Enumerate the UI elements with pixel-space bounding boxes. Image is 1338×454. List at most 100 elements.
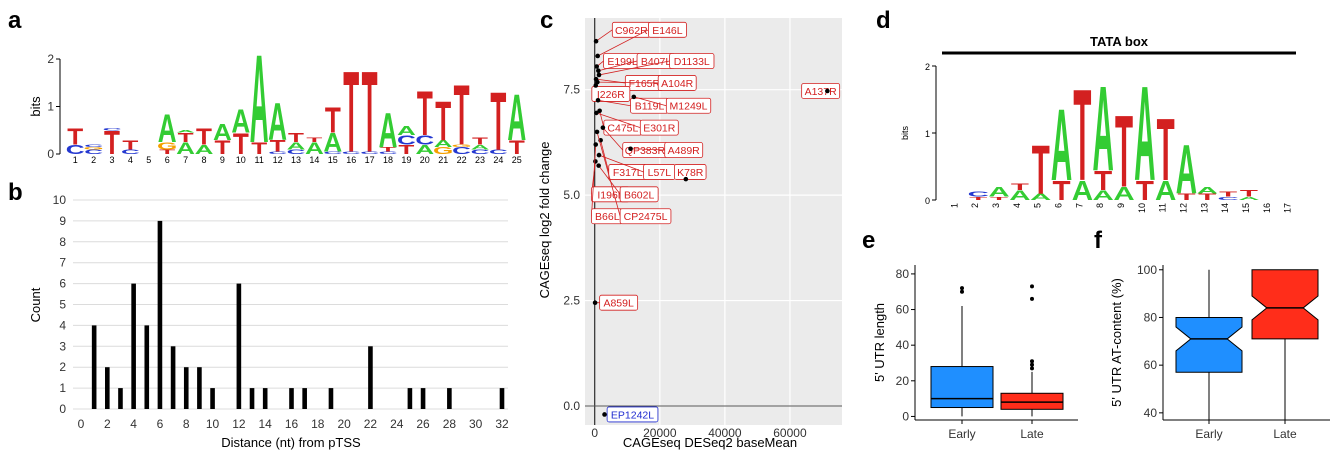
logo-letter-C: C bbox=[103, 127, 122, 131]
logo-letter-C: C bbox=[452, 145, 471, 156]
bar-y-tick-label: 0 bbox=[59, 402, 66, 416]
logo-letter-A: A bbox=[1176, 131, 1197, 209]
logo-letter-A: A bbox=[287, 141, 306, 152]
box-outlier bbox=[960, 289, 964, 294]
logo-letter-G: G bbox=[83, 146, 103, 150]
logo-letter-A: A bbox=[988, 184, 1010, 200]
logo-letter-A: A bbox=[1134, 58, 1155, 209]
logo-letter-C: C bbox=[471, 148, 490, 155]
logo-letter-C: C bbox=[968, 190, 989, 198]
logo-position-label: 2 bbox=[970, 203, 980, 208]
logo-position-label: 5 bbox=[146, 155, 151, 165]
bar bbox=[499, 388, 505, 409]
logo-letter-A: A bbox=[1197, 185, 1219, 196]
box-category-label: Late bbox=[1020, 427, 1044, 441]
point-label: M1249L bbox=[670, 101, 708, 113]
bar bbox=[262, 388, 268, 409]
box-outlier bbox=[1030, 284, 1034, 289]
data-point bbox=[594, 110, 599, 116]
logo-letter-A: A bbox=[1093, 60, 1114, 196]
data-point bbox=[596, 152, 602, 158]
logo-position-label: 3 bbox=[991, 203, 1001, 208]
bar-x-tick-label: 32 bbox=[495, 417, 509, 431]
scatter-y-tick-label: 2.5 bbox=[563, 294, 580, 308]
logo-position-label: 18 bbox=[383, 155, 393, 165]
label-connector bbox=[598, 154, 644, 173]
point-label: B602L bbox=[624, 189, 655, 201]
logo-letter-C: C bbox=[84, 148, 103, 155]
label-box bbox=[801, 83, 841, 99]
point-label: E199L bbox=[607, 56, 638, 68]
logo-y-tick-label: 2 bbox=[47, 52, 54, 66]
bar bbox=[328, 388, 334, 409]
point-label: B407L bbox=[641, 56, 672, 68]
bar-y-tick-label: 1 bbox=[59, 381, 66, 395]
logo-letter-G: G bbox=[433, 145, 453, 156]
box-y-tick-label: 60 bbox=[896, 303, 910, 317]
label-box bbox=[657, 75, 697, 91]
point-label: B66L bbox=[595, 211, 620, 223]
data-point bbox=[594, 129, 600, 135]
logo-letter-A: A bbox=[379, 103, 398, 158]
logo-letter-T: T bbox=[1053, 176, 1071, 207]
bar-x-tick-label: 8 bbox=[183, 417, 190, 431]
bar bbox=[236, 283, 242, 409]
logo-letter-A: A bbox=[1051, 88, 1072, 202]
bar-y-tick-label: 4 bbox=[59, 318, 66, 332]
logo-letter-T: T bbox=[270, 137, 287, 156]
box-outlier bbox=[1030, 359, 1034, 364]
point-label: QP383R bbox=[625, 145, 666, 157]
logo-letter-A: A bbox=[1072, 176, 1093, 207]
bar-x-tick-label: 26 bbox=[416, 417, 430, 431]
logo-y-tick-label: 2 bbox=[925, 62, 930, 72]
logo-letter-T: T bbox=[990, 196, 1008, 201]
logo-position-label: 5 bbox=[1033, 203, 1043, 208]
bar bbox=[118, 388, 123, 409]
logo-letter-A: A bbox=[268, 92, 287, 152]
box-body bbox=[1000, 392, 1064, 410]
bar-x-tick-label: 16 bbox=[285, 417, 299, 431]
logo-position-label: 1 bbox=[73, 155, 78, 165]
logo-y-tick-label: 0 bbox=[925, 196, 930, 206]
logo-letter-T: T bbox=[380, 146, 396, 153]
bar-y-tick-label: 6 bbox=[59, 277, 66, 291]
tata-box-title: TATA box bbox=[1090, 34, 1149, 49]
bar-x-tick-label: 28 bbox=[443, 417, 457, 431]
logo-letter-C: C bbox=[84, 144, 103, 148]
logo-position-label: 4 bbox=[1012, 203, 1022, 208]
logo-position-label: 14 bbox=[1220, 203, 1230, 213]
logo-letter-A: A bbox=[176, 130, 195, 134]
logo-position-label: 17 bbox=[365, 155, 375, 165]
logo-position-label: 11 bbox=[255, 155, 264, 165]
label-box bbox=[665, 97, 712, 114]
logo-position-label: 16 bbox=[346, 155, 356, 165]
logo-position-label: 21 bbox=[438, 155, 448, 165]
logo-letter-A: A bbox=[1155, 176, 1176, 207]
bar-y-axis-title: Count bbox=[28, 287, 43, 322]
data-point bbox=[595, 53, 600, 59]
bar-x-tick-label: 24 bbox=[390, 417, 404, 431]
box-outlier bbox=[1030, 296, 1034, 301]
logo-letter-T: T bbox=[196, 125, 212, 150]
logo-position-label: 11 bbox=[1158, 203, 1168, 212]
logo-y-axis-title: bits bbox=[900, 126, 910, 141]
data-point bbox=[593, 159, 598, 164]
logo-letter-T: T bbox=[288, 131, 304, 146]
box-body bbox=[930, 366, 994, 409]
bar-x-tick-label: 20 bbox=[337, 417, 351, 431]
bar-x-tick-label: 18 bbox=[311, 417, 325, 431]
logo-position-label: 6 bbox=[165, 155, 170, 165]
box-y-tick-label: 40 bbox=[1144, 406, 1158, 420]
logo-position-label: 10 bbox=[236, 155, 246, 165]
data-point bbox=[596, 72, 602, 78]
bar bbox=[289, 388, 294, 409]
bar-y-tick-label: 9 bbox=[59, 214, 66, 228]
logo-letter-T: T bbox=[362, 47, 378, 177]
box-body bbox=[1251, 269, 1319, 340]
panel-f-boxplot: 40 60 80 100 5' UTR AT-content (%) Early Late bbox=[1109, 263, 1330, 441]
logo-position-label: 19 bbox=[401, 155, 411, 165]
logo-position-label: 12 bbox=[1178, 203, 1188, 213]
box-y-tick-label: 60 bbox=[1144, 358, 1158, 372]
logo-y-axis-title: bits bbox=[28, 96, 43, 117]
